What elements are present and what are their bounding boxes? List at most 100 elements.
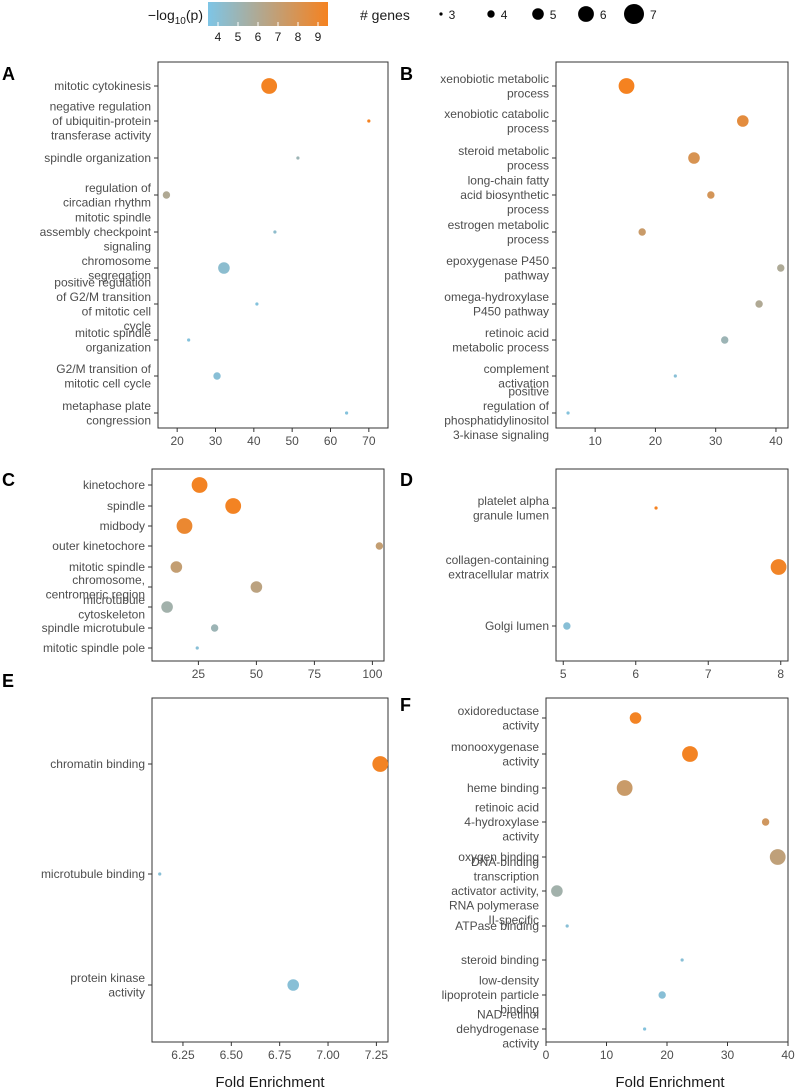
enrichment-point <box>213 372 221 380</box>
size-legend-dot <box>624 4 644 24</box>
y-category-label: epoxygenase P450 pathway <box>446 254 549 283</box>
enrichment-point <box>367 119 371 123</box>
enrichment-point <box>255 302 259 306</box>
enrichment-point <box>616 780 633 796</box>
y-category-label: mitotic spindle organization <box>75 326 151 355</box>
y-category-label: metaphase plate congression <box>62 399 151 428</box>
x-tick-label: 50 <box>285 434 299 448</box>
y-category-label: oxidoreductase activity <box>458 704 540 733</box>
enrichment-point <box>218 262 230 274</box>
y-category-label: midbody <box>100 519 145 533</box>
y-category-label: steroid binding <box>461 953 539 967</box>
x-tick-label: 40 <box>247 434 261 448</box>
x-tick-label: 70 <box>362 434 376 448</box>
x-axis-title-right: Fold Enrichment <box>615 1074 725 1090</box>
x-tick-label: 6.75 <box>268 1048 292 1062</box>
x-tick-label: 0 <box>543 1048 550 1062</box>
enrichment-point <box>563 622 571 630</box>
panel-letter-e: E <box>2 671 14 691</box>
panel-frame <box>151 468 385 662</box>
enrichment-point <box>643 1027 647 1031</box>
x-tick-label: 30 <box>709 434 723 448</box>
color-legend-title: −log10(p) <box>148 7 203 27</box>
panel-letter-c: C <box>2 470 15 490</box>
enrichment-point <box>225 498 242 514</box>
color-tick-label: 7 <box>275 30 282 44</box>
x-tick-label: 20 <box>660 1048 674 1062</box>
size-legend-dot <box>439 12 443 16</box>
enrichment-point <box>566 411 570 415</box>
size-legend-dot <box>578 6 594 22</box>
enrichment-point <box>618 78 635 94</box>
y-category-label: outer kinetochore <box>52 539 145 553</box>
size-legend-title: # genes <box>360 7 410 23</box>
y-category-label: Golgi lumen <box>485 619 549 633</box>
y-category-label: spindle microtubule <box>42 621 146 635</box>
size-legend: # genes 3 4 5 6 7 <box>360 4 657 24</box>
y-category-label: microtubule binding <box>41 867 145 881</box>
y-category-label: low-density lipoprotein particle binding <box>442 974 540 1017</box>
color-tick-label: 9 <box>315 30 322 44</box>
enrichment-point <box>682 746 698 762</box>
x-tick-label: 5 <box>560 667 567 681</box>
y-category-label: mitotic spindle <box>69 560 145 574</box>
y-category-label: retinoic acid metabolic process <box>452 326 549 355</box>
size-legend-label: 5 <box>550 8 557 22</box>
enrichment-point <box>176 518 193 534</box>
y-category-label: xenobiotic metabolic process <box>440 72 549 101</box>
size-legend-label: 3 <box>449 8 456 22</box>
color-tick-label: 5 <box>235 30 242 44</box>
enrichment-point <box>629 712 642 724</box>
enrichment-point <box>375 542 384 550</box>
x-tick-label: 10 <box>588 434 602 448</box>
enrichment-point <box>721 336 729 344</box>
enrichment-point <box>638 228 646 236</box>
enrichment-point <box>296 156 300 160</box>
enrichment-point <box>161 601 173 613</box>
x-tick-label: 10 <box>600 1048 614 1062</box>
y-category-label: long-chain fatty acid biosynthetic process <box>460 174 549 217</box>
enrichment-point <box>372 756 389 772</box>
enrichment-point <box>658 991 666 999</box>
enrichment-point <box>707 191 715 199</box>
y-category-label: ATPase binding <box>455 919 539 933</box>
x-tick-label: 6.50 <box>220 1048 244 1062</box>
x-tick-label: 30 <box>721 1048 735 1062</box>
x-tick-label: 40 <box>769 434 783 448</box>
y-category-label: negative regulation of ubiquitin-protein t… <box>50 100 151 143</box>
panel-frame <box>151 697 389 1043</box>
x-tick-label: 7.25 <box>365 1048 389 1062</box>
y-category-label: collagen-containing extracellular matrix <box>446 553 549 582</box>
y-category-label: monooxygenase activity <box>451 740 539 769</box>
y-category-label: positive regulation of G2/M transition of … <box>54 275 151 333</box>
enrichment-point <box>195 646 199 650</box>
size-legend-label: 7 <box>650 8 657 22</box>
y-category-label: complement activation <box>484 362 550 391</box>
panel-letter-b: B <box>400 64 413 84</box>
enrichment-point <box>261 78 278 94</box>
enrichment-point <box>287 979 300 991</box>
x-tick-label: 75 <box>308 667 322 681</box>
x-tick-label: 7.00 <box>316 1048 340 1062</box>
enrichment-point <box>673 374 677 378</box>
panel-letter-f: F <box>400 695 411 715</box>
y-category-label: chromosome segregation <box>82 254 152 283</box>
x-tick-label: 30 <box>209 434 223 448</box>
y-category-label: chromatin binding <box>50 757 145 771</box>
color-tick-label: 8 <box>295 30 302 44</box>
panel-frame <box>157 61 389 429</box>
y-category-label: estrogen metabolic process <box>448 218 549 247</box>
color-tick-label: 4 <box>215 30 222 44</box>
panel-letter-d: D <box>400 470 413 490</box>
x-tick-label: 50 <box>250 667 264 681</box>
enrichment-point <box>761 818 770 826</box>
enrichment-point <box>162 191 171 199</box>
y-category-label: platelet alpha granule lumen <box>473 494 549 523</box>
size-legend-dot <box>532 8 544 20</box>
panel-a: 20 30 40 50 60 70 mitotic cytokinesis negative … <box>40 61 389 448</box>
enrichment-point <box>191 477 208 493</box>
enrichment-point <box>755 300 763 308</box>
y-category-label: omega-hydroxylase P450 pathway <box>444 290 549 319</box>
panel-frame <box>555 468 789 662</box>
